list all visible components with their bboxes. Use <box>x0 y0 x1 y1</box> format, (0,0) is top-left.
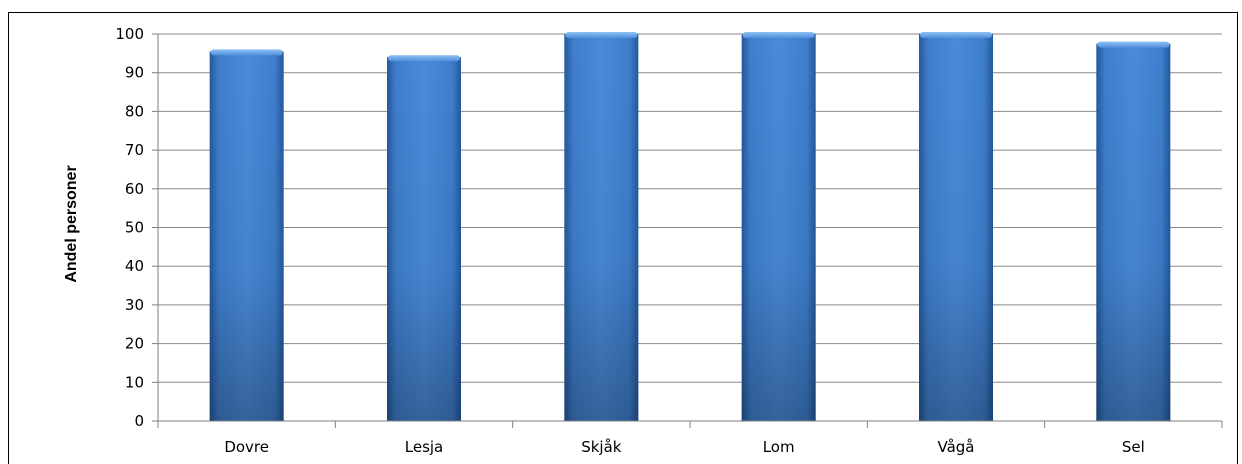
y-tick-label: 30 <box>125 296 144 314</box>
x-tick-label: Sel <box>1122 438 1145 456</box>
y-tick-label: 70 <box>125 141 144 159</box>
bar-shade <box>387 57 461 421</box>
y-tick-label: 40 <box>125 257 144 275</box>
y-axis-label: Andel personer <box>63 165 80 282</box>
y-tick-labels: 0 10 20 30 40 50 60 70 80 90 100 <box>115 25 144 430</box>
x-tick-labels: Dovre Lesja Skjåk Lom Vågå Sel <box>224 438 1144 456</box>
y-tick-label: 50 <box>125 219 144 237</box>
y-tick-label: 60 <box>125 180 144 198</box>
bars <box>209 32 1171 422</box>
x-tick-label: Dovre <box>224 438 269 456</box>
bar-cap <box>210 49 283 56</box>
y-tick-label: 20 <box>125 335 144 353</box>
axes <box>152 33 1223 428</box>
y-tick-label: 0 <box>134 412 144 430</box>
x-tick-label: Skjåk <box>581 438 622 456</box>
bar-cap <box>1097 41 1170 48</box>
y-tick-label: 80 <box>125 102 144 120</box>
bar-cap <box>920 32 992 38</box>
x-tick-label: Vågå <box>937 438 974 456</box>
bar-shade <box>564 34 639 421</box>
bar-cap <box>565 32 638 38</box>
x-tick-label: Lom <box>763 438 795 456</box>
gridlines <box>158 33 1222 383</box>
chart-frame <box>8 12 1238 464</box>
bar-shade <box>919 34 993 421</box>
bar-cap <box>742 32 815 38</box>
y-tick-label: 10 <box>125 373 144 391</box>
bar-cap <box>388 55 460 62</box>
bar-shade <box>209 51 284 421</box>
y-tick-label: 90 <box>125 64 144 82</box>
x-tick-label: Lesja <box>405 438 444 456</box>
bar-shade <box>1096 43 1171 422</box>
bar-shade <box>741 34 816 421</box>
y-tick-label: 100 <box>115 25 144 43</box>
